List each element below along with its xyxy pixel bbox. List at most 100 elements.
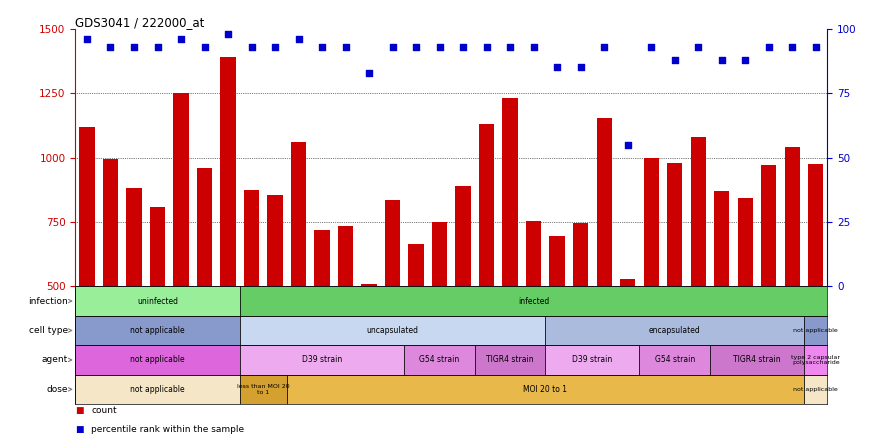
Text: count: count [91, 406, 117, 415]
Text: D39 strain: D39 strain [573, 355, 612, 365]
Bar [503, 99, 518, 415]
Bar [361, 284, 377, 415]
Bar [240, 286, 827, 316]
Bar [785, 147, 800, 415]
Text: G54 strain: G54 strain [419, 355, 459, 365]
Point [291, 36, 305, 43]
Point [104, 44, 118, 51]
Bar [80, 127, 95, 415]
Bar [620, 279, 635, 415]
Point [527, 44, 541, 51]
Point [174, 36, 189, 43]
Text: D39 strain: D39 strain [302, 355, 342, 365]
Text: infected: infected [518, 297, 550, 305]
Point [244, 44, 258, 51]
Point [362, 69, 376, 76]
Point [197, 44, 212, 51]
Bar [545, 316, 804, 345]
Point [480, 44, 494, 51]
Bar [573, 223, 589, 415]
Point [409, 44, 423, 51]
Bar [545, 345, 639, 375]
Bar [196, 168, 212, 415]
Point [315, 44, 329, 51]
Text: percentile rank within the sample: percentile rank within the sample [91, 425, 244, 434]
Text: not applicable: not applicable [130, 385, 185, 394]
Bar [240, 316, 545, 345]
Point [714, 56, 728, 63]
Text: infection: infection [28, 297, 68, 305]
Text: less than MOI 20
to 1: less than MOI 20 to 1 [237, 384, 289, 395]
Point [738, 56, 752, 63]
Text: uncapsulated: uncapsulated [366, 326, 419, 335]
Point [573, 64, 588, 71]
Point [127, 44, 141, 51]
Point [785, 44, 799, 51]
Bar [710, 345, 804, 375]
Bar [291, 142, 306, 415]
Point [80, 36, 94, 43]
Bar [75, 286, 240, 316]
Bar [761, 165, 776, 415]
Bar [714, 191, 729, 415]
Bar [220, 57, 235, 415]
Text: not applicable: not applicable [793, 328, 838, 333]
Text: encapsulated: encapsulated [649, 326, 701, 335]
Bar [240, 345, 404, 375]
Text: ■: ■ [75, 406, 84, 415]
Bar [804, 345, 827, 375]
Point [150, 44, 165, 51]
Bar [103, 159, 118, 415]
Bar [596, 118, 612, 415]
Text: not applicable: not applicable [130, 326, 185, 335]
Bar [75, 316, 240, 345]
Bar [404, 345, 475, 375]
Text: GDS3041 / 222000_at: GDS3041 / 222000_at [75, 16, 204, 29]
Bar [432, 222, 447, 415]
Bar [314, 230, 330, 415]
Point [762, 44, 776, 51]
Bar [75, 345, 240, 375]
Bar [150, 206, 165, 415]
Bar [479, 124, 494, 415]
Point [620, 141, 635, 148]
Bar [639, 345, 710, 375]
Text: not applicable: not applicable [793, 387, 838, 392]
Point [809, 44, 823, 51]
Bar [287, 375, 804, 404]
Bar [550, 236, 565, 415]
Point [550, 64, 565, 71]
Bar [409, 244, 424, 415]
Bar [456, 186, 471, 415]
Text: not applicable: not applicable [130, 355, 185, 365]
Text: G54 strain: G54 strain [655, 355, 695, 365]
Point [644, 44, 658, 51]
Bar [643, 158, 658, 415]
Bar [475, 345, 545, 375]
Bar [385, 200, 400, 415]
Point [667, 56, 681, 63]
Point [386, 44, 400, 51]
Bar [526, 221, 542, 415]
Bar [690, 137, 706, 415]
Bar [173, 93, 189, 415]
Text: TIGR4 strain: TIGR4 strain [733, 355, 781, 365]
Point [691, 44, 705, 51]
Bar [667, 163, 682, 415]
Text: type 2 capsular
polysaccharide: type 2 capsular polysaccharide [791, 355, 840, 365]
Text: cell type: cell type [28, 326, 68, 335]
Bar [240, 375, 287, 404]
Bar [267, 195, 282, 415]
Bar [808, 164, 823, 415]
Point [456, 44, 470, 51]
Text: ■: ■ [75, 425, 84, 434]
Bar [737, 198, 753, 415]
Text: TIGR4 strain: TIGR4 strain [486, 355, 534, 365]
Bar [338, 226, 353, 415]
Bar [804, 316, 827, 345]
Point [221, 31, 235, 38]
Bar [127, 189, 142, 415]
Text: MOI 20 to 1: MOI 20 to 1 [523, 385, 567, 394]
Point [338, 44, 352, 51]
Point [503, 44, 517, 51]
